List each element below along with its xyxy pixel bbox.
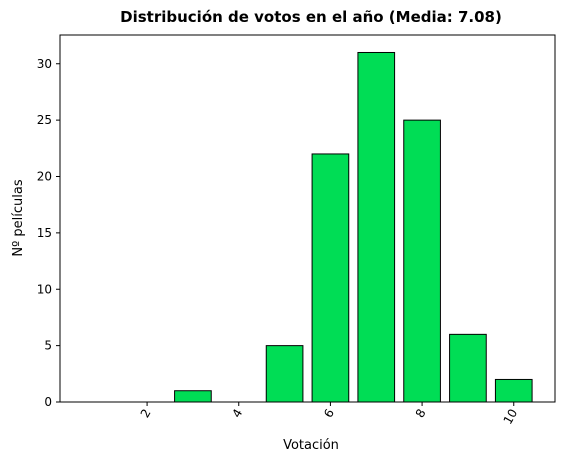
y-tick-label: 30	[37, 57, 52, 71]
x-tick-label: 10	[501, 407, 521, 427]
bar-9	[449, 333, 487, 403]
bar-8	[403, 119, 441, 403]
bar-7	[357, 51, 396, 403]
bar-3	[174, 390, 212, 403]
bar-6	[311, 153, 350, 403]
y-tick-label: 25	[37, 113, 52, 127]
x-tick-label: 8	[413, 407, 429, 421]
bar-10	[494, 378, 533, 403]
y-tick-label: 10	[37, 282, 52, 296]
x-tick-label: 2	[138, 407, 154, 421]
chart-title: Distribución de votos en el año (Media: …	[120, 8, 502, 26]
y-axis-label: Nº películas	[11, 179, 26, 256]
y-tick-label: 0	[44, 395, 52, 409]
y-tick-label: 5	[44, 339, 52, 353]
y-axis-ticks: 0 5 10 15 20 25 30	[37, 57, 60, 409]
bar-5	[265, 345, 304, 403]
y-tick-label: 15	[37, 226, 52, 240]
x-axis-ticks: 2 4 6 8 10	[138, 402, 521, 427]
x-tick-label: 4	[229, 407, 245, 421]
x-tick-label: 6	[321, 407, 337, 421]
x-axis-label: Votación	[283, 438, 339, 453]
plot-frame	[59, 34, 556, 403]
bars-group	[174, 51, 533, 403]
y-tick-label: 20	[37, 170, 52, 184]
